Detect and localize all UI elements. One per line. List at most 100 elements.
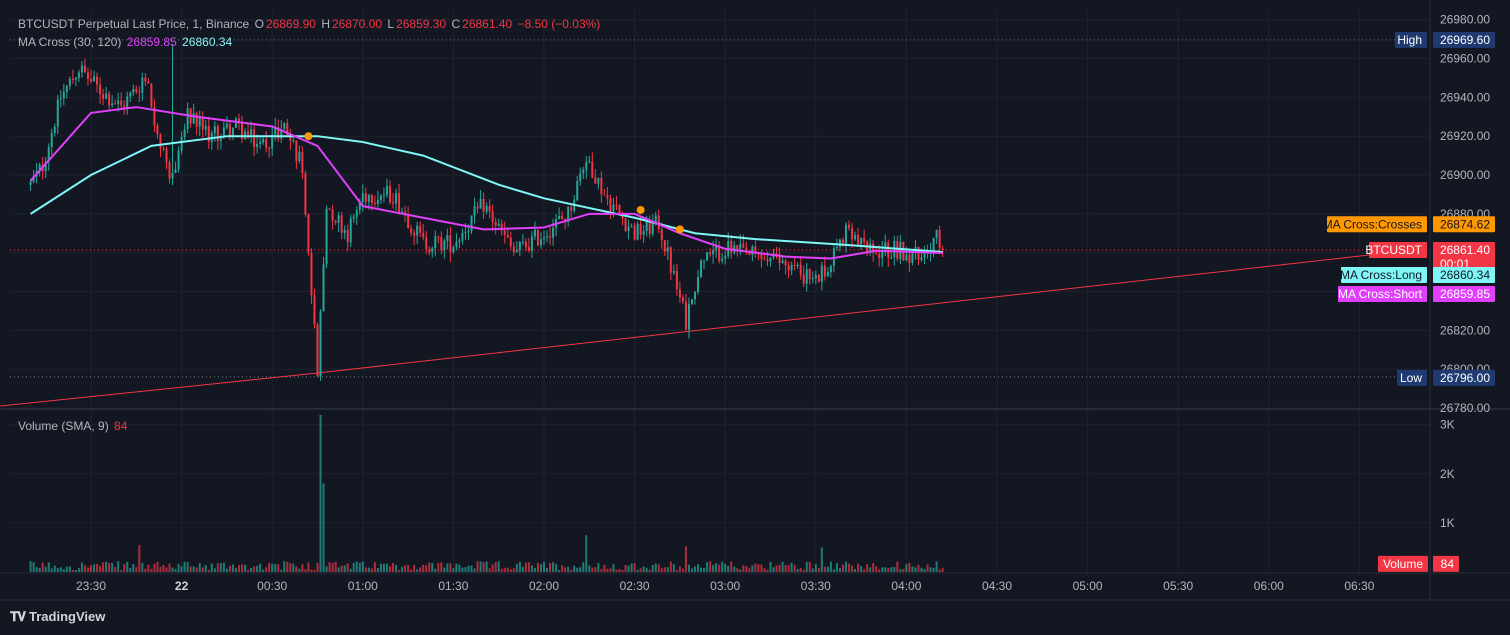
- candle-body: [857, 235, 860, 245]
- ma-short-value: 26859.85: [126, 35, 177, 49]
- time-tick-label: 02:30: [620, 579, 650, 593]
- time-tick-label: 23:30: [76, 579, 106, 593]
- candle-body: [841, 239, 844, 244]
- volume-bar: [533, 567, 536, 572]
- candle-body: [549, 236, 552, 238]
- volume-bar: [651, 565, 654, 572]
- candle-body: [784, 260, 787, 266]
- candle: [44, 156, 47, 179]
- candle-body: [636, 224, 639, 240]
- candle-body: [872, 243, 875, 253]
- ma-legend[interactable]: MA Cross (30, 120) 26859.85 26860.34: [18, 35, 234, 49]
- candle-body: [624, 218, 627, 232]
- volume-bar: [814, 564, 817, 572]
- volume-bar: [524, 562, 527, 572]
- volume-bar: [117, 561, 120, 572]
- ma-title[interactable]: MA Cross (30, 120): [18, 35, 122, 49]
- candle: [651, 213, 654, 237]
- candle-body: [355, 210, 358, 217]
- candle: [588, 155, 591, 164]
- volume-bar: [195, 567, 198, 572]
- candle-body: [458, 240, 461, 243]
- symbol-title[interactable]: BTCUSDT Perpetual Last Price, 1, Binance: [18, 17, 250, 31]
- candle-body: [488, 205, 491, 212]
- candle: [494, 217, 497, 235]
- candle: [790, 261, 793, 276]
- candle: [694, 290, 696, 305]
- candle: [452, 245, 455, 254]
- candle-body: [751, 246, 754, 255]
- candle: [379, 193, 382, 204]
- candle: [419, 221, 422, 237]
- candle-body: [467, 230, 470, 233]
- candle: [437, 235, 440, 244]
- volume-bar: [80, 562, 83, 572]
- volume-bar: [757, 564, 760, 572]
- candle-body: [144, 77, 147, 82]
- volume-bar: [724, 563, 727, 572]
- candle-body: [395, 193, 398, 204]
- low-label-tag-text: Low: [1400, 371, 1422, 385]
- candle-body: [594, 177, 597, 184]
- time-tick-label: 06:30: [1344, 579, 1374, 593]
- volume-bar: [467, 565, 470, 572]
- volume-bar: [494, 562, 497, 572]
- candle: [83, 58, 86, 73]
- candle-body: [669, 247, 672, 273]
- candle: [642, 224, 645, 243]
- volume-legend[interactable]: Volume (SMA, 9) 84: [18, 419, 129, 433]
- candle: [153, 99, 156, 133]
- candle-body: [775, 253, 778, 255]
- volume-title[interactable]: Volume (SMA, 9): [18, 419, 109, 433]
- volume-bar: [464, 567, 467, 572]
- volume-bar: [509, 569, 512, 572]
- candle: [552, 218, 555, 246]
- candle-body: [256, 144, 259, 147]
- candle: [775, 246, 778, 259]
- main-legend[interactable]: BTCUSDT Perpetual Last Price, 1, Binance…: [18, 17, 602, 31]
- volume-bar: [419, 567, 422, 572]
- volume-bar: [709, 561, 712, 572]
- volume-bar: [932, 567, 935, 572]
- volume-bar: [105, 561, 108, 572]
- candle-body: [781, 260, 784, 264]
- volume-bar: [322, 483, 325, 572]
- candle-body: [687, 303, 690, 330]
- candle: [47, 143, 50, 171]
- candle: [123, 100, 126, 115]
- candle-body: [612, 204, 615, 211]
- time-tick-label: 05:00: [1073, 579, 1103, 593]
- candle: [177, 146, 180, 173]
- candle: [609, 194, 612, 220]
- candle: [443, 238, 446, 259]
- tradingview-logo[interactable]: 𝐓𝐕 TradingView: [10, 609, 105, 625]
- volume-bar: [636, 569, 639, 572]
- volume-bar: [289, 563, 292, 572]
- low-label-tag: Low: [1397, 369, 1427, 386]
- candle: [527, 238, 530, 253]
- volume-bar: [760, 564, 763, 572]
- volume-bar: [860, 565, 863, 572]
- volume-bar: [923, 569, 926, 572]
- candle-body: [799, 264, 802, 275]
- candle: [416, 221, 419, 244]
- volume-bar: [153, 563, 156, 572]
- candle-body: [899, 242, 902, 259]
- candle-body: [361, 193, 364, 203]
- volume-bar: [385, 563, 388, 572]
- volume-bar: [237, 564, 240, 572]
- volume-bar: [694, 566, 696, 572]
- volume-bar: [588, 565, 591, 572]
- candle-body: [231, 127, 234, 137]
- candle: [745, 241, 748, 256]
- candle: [675, 263, 678, 296]
- candle: [99, 77, 102, 104]
- candle: [826, 266, 829, 278]
- volume-bar: [579, 567, 582, 572]
- candle: [597, 177, 600, 190]
- volume-bar: [210, 563, 213, 572]
- candle: [244, 128, 247, 140]
- candle: [301, 146, 304, 179]
- candle: [684, 293, 687, 331]
